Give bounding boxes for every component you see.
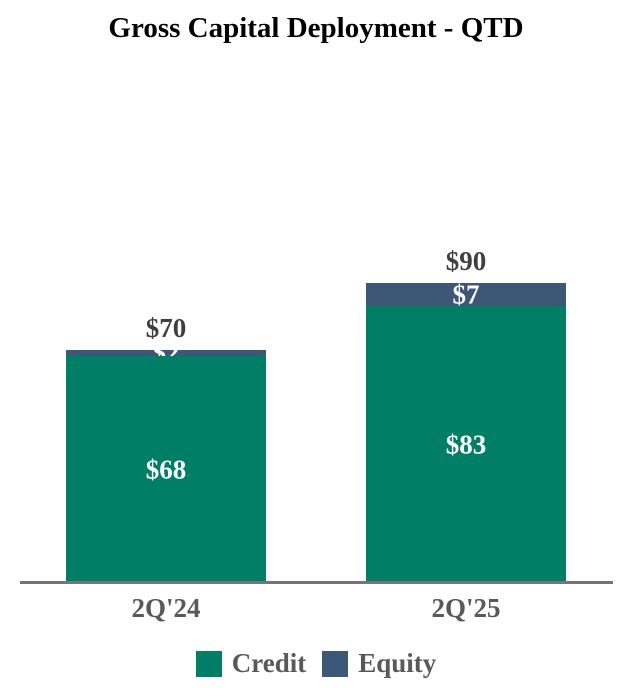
equity-segment: $2 [66, 339, 266, 366]
x-axis-line [20, 581, 613, 584]
bar-stack: $2 $68 [66, 339, 266, 583]
credit-segment: $68 [66, 356, 266, 583]
x-axis-label-2q24: 2Q'24 [131, 593, 201, 623]
legend: Credit Equity [0, 650, 632, 677]
equity-swatch-icon [322, 650, 349, 677]
credit-value-label: $68 [145, 454, 187, 485]
equity-segment: $7 [366, 279, 566, 310]
total-label: $90 [445, 246, 487, 277]
legend-item-credit: Credit [195, 648, 307, 678]
credit-value-label: $83 [445, 429, 487, 460]
credit-swatch-icon [195, 650, 222, 677]
bar-stack: $7 $83 [366, 279, 566, 583]
total-label: $70 [145, 313, 187, 343]
credit-segment: $83 [366, 306, 566, 583]
chart-title: Gross Capital Deployment - QTD [108, 12, 524, 44]
bar-group-left: $70 $2 $68 [66, 313, 266, 583]
equity-value-label: $7 [452, 279, 480, 310]
legend-label-equity: Equity [358, 648, 437, 678]
x-axis-label-2q25: 2Q'25 [431, 593, 501, 623]
bar-group-right: $90 $7 $83 [366, 247, 566, 583]
legend-label-credit: Credit [231, 648, 307, 678]
legend-item-equity: Equity [322, 650, 436, 677]
